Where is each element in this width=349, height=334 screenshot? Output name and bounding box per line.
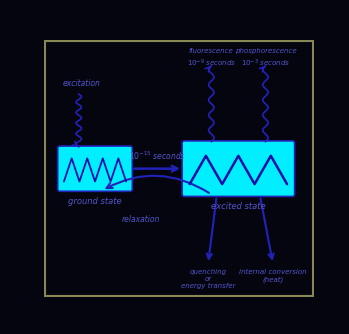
- Text: phosphorescence: phosphorescence: [235, 48, 296, 54]
- Text: internal conversion
(heat): internal conversion (heat): [239, 269, 307, 283]
- Text: $10^{-3}$ seconds: $10^{-3}$ seconds: [241, 58, 290, 69]
- Text: $10^{-15}$ seconds: $10^{-15}$ seconds: [129, 150, 186, 162]
- FancyBboxPatch shape: [182, 141, 295, 196]
- Text: fluorescence: fluorescence: [189, 48, 234, 54]
- Text: relaxation: relaxation: [122, 215, 160, 224]
- Text: $10^{-9}$ seconds: $10^{-9}$ seconds: [187, 58, 236, 69]
- Text: excited state: excited state: [211, 202, 266, 211]
- Text: quenching
or
energy transfer: quenching or energy transfer: [181, 269, 235, 289]
- FancyArrowPatch shape: [106, 176, 209, 193]
- FancyBboxPatch shape: [58, 146, 132, 191]
- FancyBboxPatch shape: [45, 41, 313, 296]
- Text: ground state: ground state: [68, 197, 122, 206]
- Text: excitation: excitation: [62, 79, 101, 88]
